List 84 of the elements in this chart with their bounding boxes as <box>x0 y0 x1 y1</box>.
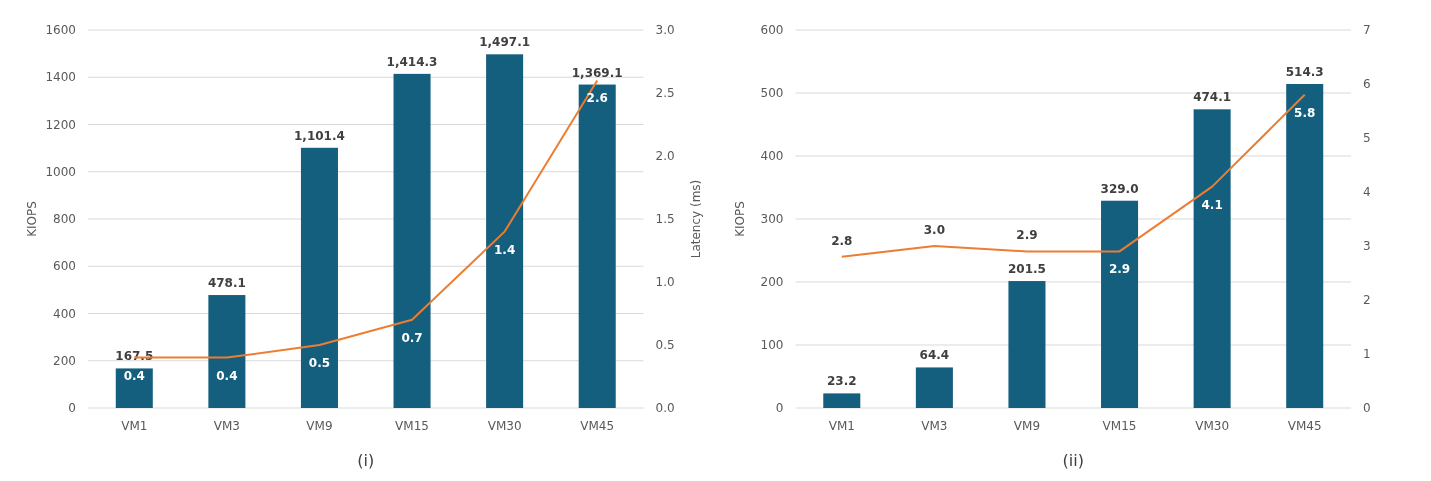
x-tick-label: VM45 <box>1287 419 1322 433</box>
data-label: 0.5 <box>308 356 331 370</box>
y2-tick-label: 1.0 <box>655 275 675 290</box>
y-axis-title: KIOPS <box>25 201 39 237</box>
y-tick-label: 800 <box>53 212 76 227</box>
data-label: 2.9 <box>1108 262 1131 277</box>
bar <box>393 73 431 408</box>
y2-tick-label: 2.5 <box>655 86 675 101</box>
text: (i) <box>357 451 375 470</box>
data-label: 2.9 <box>1016 228 1038 243</box>
data-label: 201.5 <box>1007 262 1046 277</box>
y-tick-label: 500 <box>760 86 784 101</box>
bar <box>915 367 953 408</box>
data-label: 1.4 <box>493 242 516 257</box>
y-tick-label: 1600 <box>45 23 76 38</box>
y2-tick-label: 4 <box>1363 185 1371 200</box>
y2-tick-label: 1 <box>1363 347 1371 362</box>
data-label: 478.1 <box>207 276 246 291</box>
data-label: 0.7 <box>401 330 423 345</box>
y-tick-label: 1000 <box>45 164 76 179</box>
y-tick-label: 100 <box>760 338 784 353</box>
y2-tick-label: 5 <box>1363 131 1371 146</box>
y-tick-label: 1400 <box>45 70 76 85</box>
y-tick-label: 300 <box>760 212 784 227</box>
x-tick-label: VM3 <box>213 419 240 433</box>
bar <box>1101 200 1139 408</box>
data-label: 1,497.1 <box>479 35 531 50</box>
y2-tick-label: 0.5 <box>655 338 675 353</box>
y-tick-label: 600 <box>760 23 784 38</box>
data-label: 3.0 <box>923 223 946 237</box>
y2-tick-label: 7 <box>1363 23 1371 38</box>
y2-tick-label: 0 <box>1363 401 1371 416</box>
x-tick-label: VM3 <box>921 419 948 433</box>
bar <box>1193 109 1231 408</box>
y2-tick-label: 3 <box>1363 239 1371 254</box>
bar <box>823 393 861 408</box>
data-label: 1,101.4 <box>294 128 345 143</box>
data-label: 4.1 <box>1201 197 1223 212</box>
text: (ii) <box>1062 451 1084 470</box>
y-tick-label: 0 <box>775 401 784 416</box>
y-tick-label: 400 <box>53 306 76 321</box>
x-tick-label: VM9 <box>1013 419 1041 433</box>
data-label: 23.2 <box>826 374 857 389</box>
data-label: 2.8 <box>831 233 853 248</box>
y-tick-label: 200 <box>760 275 784 290</box>
data-label: 1,414.3 <box>386 54 438 69</box>
data-label: 64.4 <box>919 348 950 363</box>
data-label: 2.6 <box>586 91 608 106</box>
bar <box>208 295 246 408</box>
data-label: 1,369.1 <box>571 65 623 80</box>
x-tick-label: VM30 <box>487 419 522 433</box>
y-tick-label: 200 <box>53 353 76 368</box>
data-label: 0.4 <box>123 368 145 383</box>
y-tick-label: 400 <box>760 149 784 164</box>
x-tick-label: VM45 <box>580 419 615 433</box>
bar <box>115 368 153 408</box>
data-label: 474.1 <box>1193 90 1232 105</box>
data-label: 167.5 <box>115 349 154 364</box>
y2-tick-label: 6 <box>1363 77 1371 92</box>
data-label: 5.8 <box>1294 105 1316 120</box>
y2-axis-title: Latency (ms) <box>688 179 703 259</box>
y2-tick-label: 1.5 <box>655 212 675 227</box>
data-label: 514.3 <box>1285 64 1324 79</box>
y-tick-label: 0 <box>68 401 76 416</box>
y2-tick-label: 2.0 <box>655 149 675 164</box>
y2-tick-label: 0.0 <box>655 401 675 416</box>
x-tick-label: VM1 <box>828 419 855 433</box>
bar <box>578 84 616 408</box>
y2-tick-label: 2 <box>1363 293 1371 308</box>
y-axis-title: KIOPS <box>732 201 747 237</box>
bar <box>1286 83 1324 408</box>
bar <box>300 147 338 408</box>
data-label: 0.4 <box>216 368 238 383</box>
x-tick-label: VM15 <box>1102 419 1137 433</box>
y-tick-label: 1200 <box>45 117 76 132</box>
y2-tick-label: 3.0 <box>655 23 675 38</box>
x-tick-label: VM1 <box>121 419 148 433</box>
bar <box>486 54 524 408</box>
bar <box>1008 281 1046 408</box>
x-tick-label: VM30 <box>1195 419 1230 433</box>
data-label: 329.0 <box>1100 181 1139 196</box>
x-tick-label: VM15 <box>395 419 429 433</box>
x-tick-label: VM9 <box>306 419 333 433</box>
y-tick-label: 600 <box>53 259 76 274</box>
